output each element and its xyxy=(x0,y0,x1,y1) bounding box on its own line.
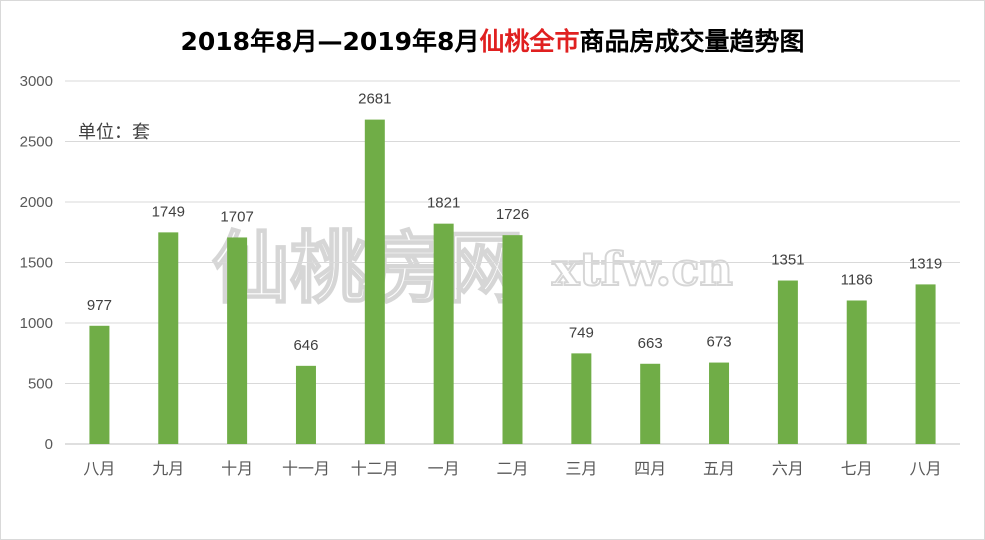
x-tick-label: 二月 xyxy=(496,459,528,478)
data-label: 1726 xyxy=(496,206,529,223)
x-tick-label: 七月 xyxy=(841,459,873,478)
watermark: 仙桃房网 xtfw.cn xyxy=(211,223,734,315)
bar xyxy=(227,237,248,444)
gridlines xyxy=(65,80,960,445)
data-label: 646 xyxy=(293,337,318,354)
watermark-en: xtfw.cn xyxy=(552,242,733,296)
bar xyxy=(433,223,454,444)
x-tick-label: 十一月 xyxy=(282,459,330,478)
bar xyxy=(364,119,385,444)
x-tick-label: 五月 xyxy=(703,459,735,478)
data-label: 749 xyxy=(569,324,594,341)
bar xyxy=(846,300,867,444)
y-tick-label: 2000 xyxy=(20,194,53,211)
x-tick-label: 十二月 xyxy=(351,459,399,478)
data-label: 1186 xyxy=(841,271,873,288)
data-label: 1749 xyxy=(152,203,185,220)
x-tick-label: 四月 xyxy=(634,459,666,478)
unit-label: 单位：套 xyxy=(78,122,150,143)
y-tick-label: 1500 xyxy=(20,255,53,272)
data-label: 1821 xyxy=(427,195,460,212)
x-axis-ticks: 八月 九月 十月 十一月 十二月 一月 二月 三月 四月 五月 六月 七月 八月 xyxy=(83,459,941,478)
x-tick-label: 八月 xyxy=(83,459,115,478)
title-subject: 商品房成交量趋势图 xyxy=(579,27,805,56)
data-label: 1319 xyxy=(909,255,942,272)
data-label: 2681 xyxy=(358,91,391,108)
x-tick-label: 九月 xyxy=(152,459,184,478)
x-tick-label: 十月 xyxy=(221,459,253,478)
bar xyxy=(640,363,661,444)
bar xyxy=(709,362,730,444)
x-tick-label: 八月 xyxy=(910,459,942,478)
title-highlight: 仙桃全市 xyxy=(479,27,580,56)
data-label: 1707 xyxy=(220,208,253,225)
data-label: 663 xyxy=(638,335,663,352)
y-tick-label: 0 xyxy=(45,436,53,453)
data-labels: 977 1749 1707 646 2681 1821 1726 749 663 673 1351 1… xyxy=(87,91,942,354)
data-label: 1351 xyxy=(771,252,804,269)
bar xyxy=(571,353,592,444)
x-tick-label: 一月 xyxy=(428,459,460,478)
title-date-range: 2018年8月—2019年8月 xyxy=(180,27,480,56)
bar xyxy=(158,232,179,444)
bars xyxy=(89,119,936,444)
y-tick-label: 2500 xyxy=(20,134,53,151)
bar xyxy=(295,365,316,444)
data-label: 977 xyxy=(87,297,112,314)
bar xyxy=(915,284,936,444)
bar xyxy=(777,280,798,444)
y-tick-label: 3000 xyxy=(20,73,53,90)
y-tick-label: 500 xyxy=(28,376,53,393)
bar xyxy=(502,235,523,444)
data-label: 673 xyxy=(707,334,732,351)
y-axis-ticks: 0 500 1000 1500 2000 2500 3000 xyxy=(20,73,53,453)
x-tick-label: 六月 xyxy=(772,459,804,478)
chart-title: 2018年8月—2019年8月仙桃全市商品房成交量趋势图 xyxy=(0,22,985,58)
bar xyxy=(89,325,110,444)
y-tick-label: 1000 xyxy=(20,315,53,332)
x-tick-label: 三月 xyxy=(565,459,597,478)
